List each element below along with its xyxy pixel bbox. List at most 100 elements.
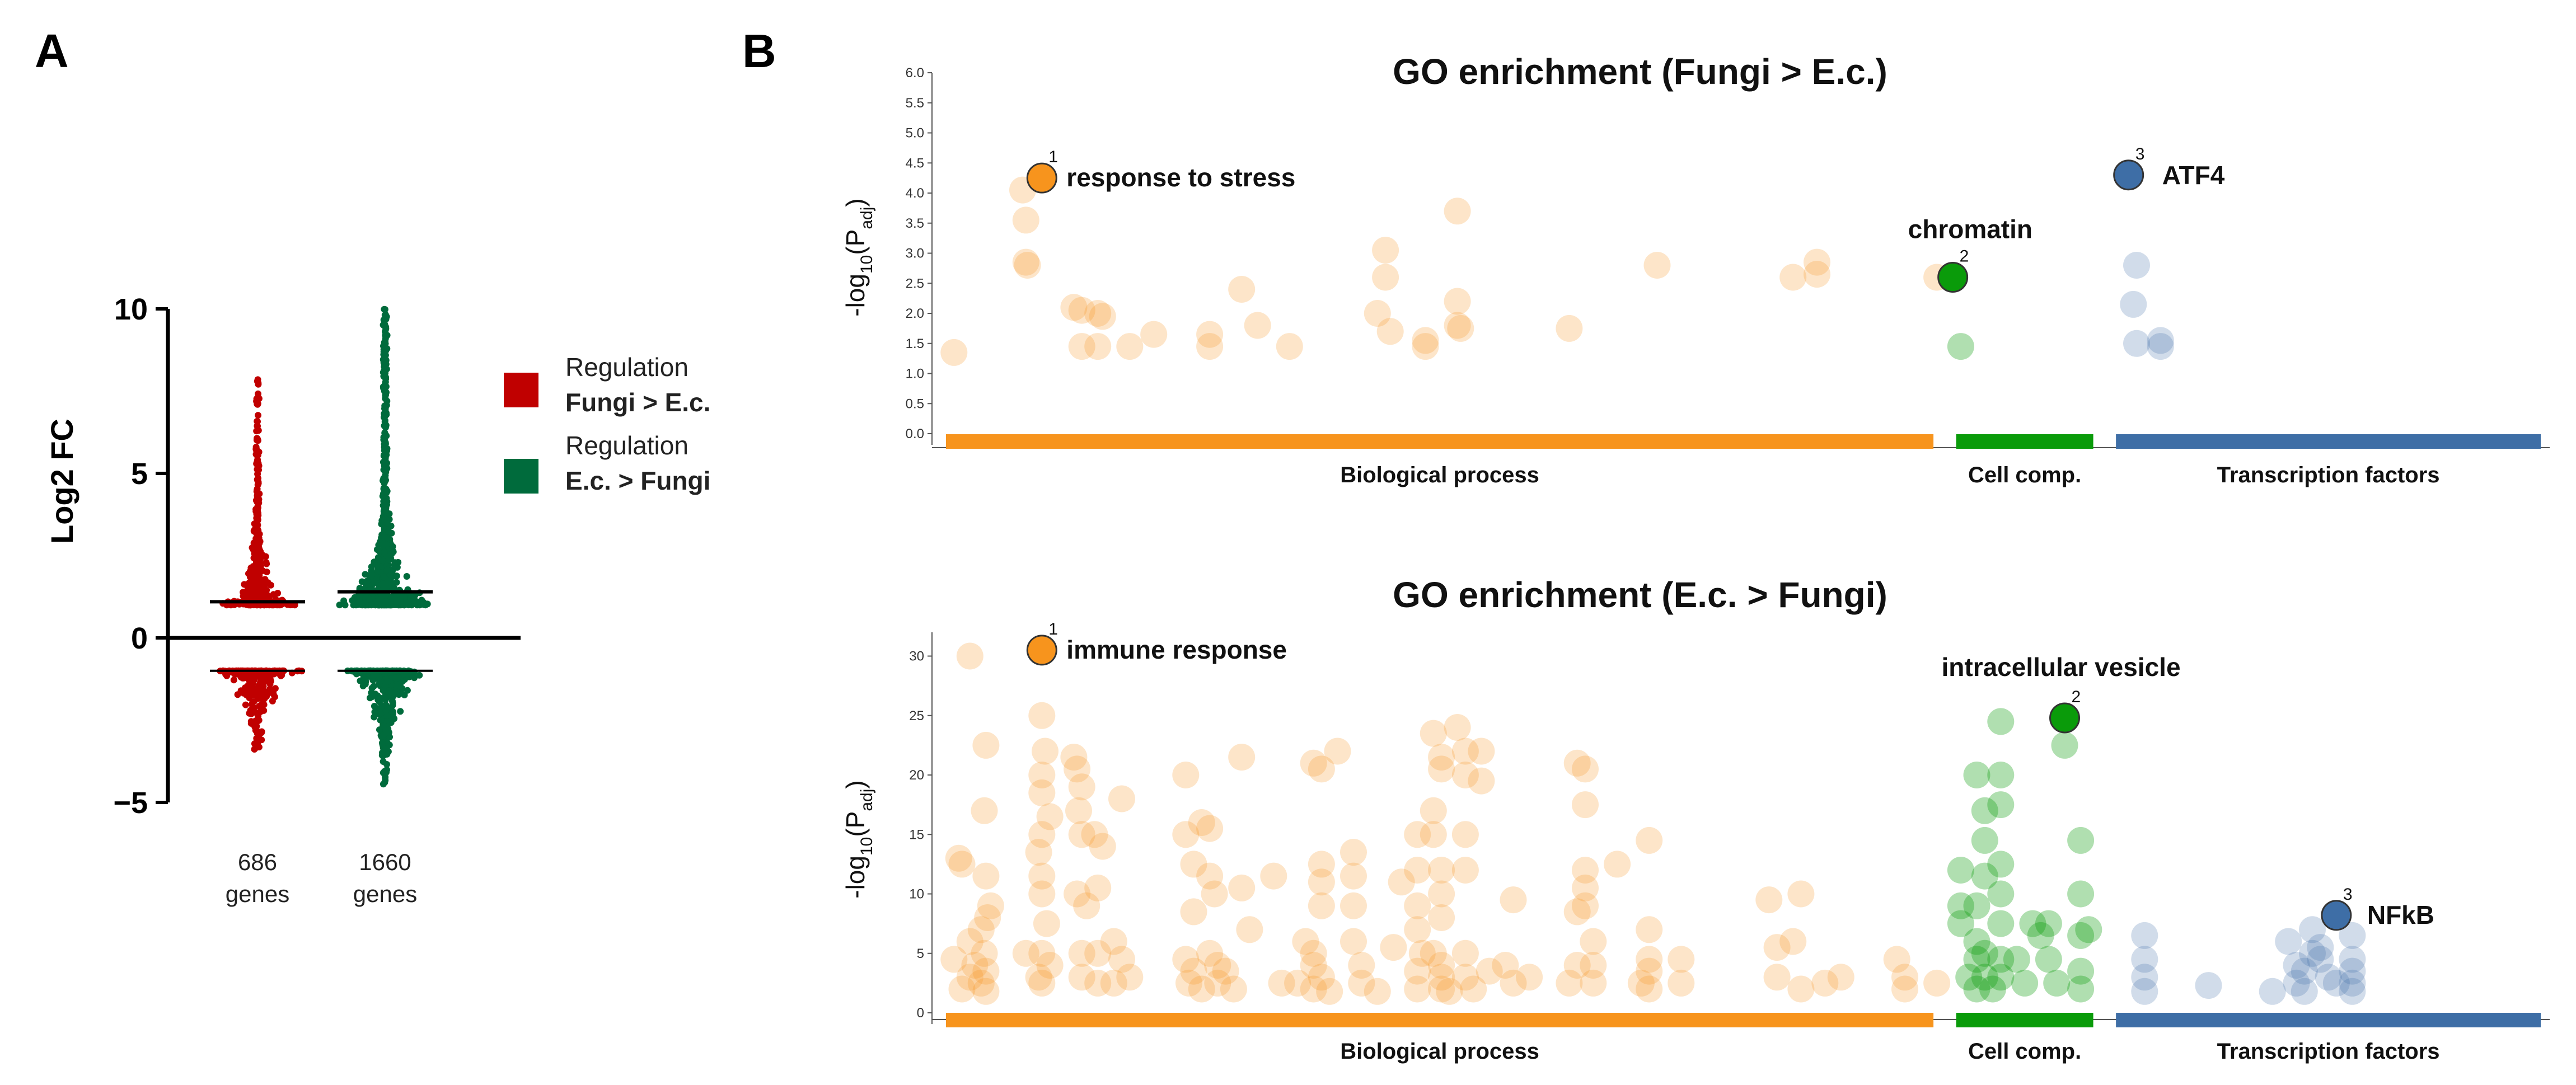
go-term-point [1068,821,1095,848]
panel-a-point [253,685,260,692]
go-term-point [945,844,972,872]
panel-a-point [349,597,356,604]
highlight-point [1937,262,1969,293]
panel-a-point [380,758,387,765]
go-term-point [1447,314,1474,342]
panel-a-point [370,672,377,679]
go-term-point [1084,874,1112,901]
go-term-point [2067,975,2095,1003]
go-term-point [1404,857,1431,884]
go-term-point [1100,969,1127,997]
panel-a-point [254,436,261,444]
go-term-point [1308,755,1335,783]
category-label: Biological process [1340,463,1539,487]
go-term-point [2299,940,2326,967]
highlight-rank: 1 [1048,620,1058,638]
go-term-point [1036,803,1064,830]
go-term-point [1444,312,1471,339]
panel-a-point [372,691,379,698]
go-term-point [1244,312,1271,339]
category-label: Biological process [1340,1039,1539,1064]
panel-a-y-tick-label: −5 [113,786,148,820]
panel-a-point [381,417,388,424]
panel-a-point [379,732,386,740]
highlight-point [2049,702,2080,734]
highlight-point [1026,635,1057,666]
go-term-point [1516,964,1543,991]
panel-a-point [379,580,386,588]
panel-a-point [383,712,391,719]
go-term-point [2035,910,2062,937]
go-term-point [2339,978,2366,1005]
panel-a-point [254,471,261,478]
go-term-point [1196,940,1224,967]
go-term-point [1175,969,1202,997]
go-term-point [1420,821,1447,848]
panel-a-point [255,412,261,419]
go-term-point [1188,809,1215,836]
panel-a-point [379,739,386,746]
panel-a-point [259,552,266,559]
go-term-point [1580,928,1607,955]
go-term-point [1228,276,1256,303]
go-term-point [1987,708,2015,735]
go-term-point [940,946,968,973]
go-term-point [2011,969,2039,997]
go-term-point [1451,964,1479,991]
panel-a-medians [210,590,433,672]
go-term-point [967,969,995,997]
panel-a-point [381,430,388,437]
go-term-point [1404,821,1431,848]
go-term-point [2019,910,2046,937]
go-term-point [1340,839,1367,866]
highlight-rank: 3 [2343,885,2353,904]
go-top-highlights: 1 response to stress 2 chromatin 3 ATF4 [1026,145,2225,293]
go-term-point [2291,957,2318,985]
go-enrichment-fungi-plot: GO enrichment (Fungi > E.c.) 0.0 0.5 1.0 1.… [841,51,2550,487]
panel-a-point [249,708,256,716]
go-term-point [2195,972,2222,999]
go-term-point [1084,940,1112,967]
go-term-point [1065,797,1092,824]
go-term-point [1955,964,1983,991]
go-term-point [1572,755,1599,783]
go-term-point [1316,978,1343,1005]
go-term-point [1012,206,1039,234]
legend-swatch-fungi [504,373,538,407]
panel-a-point [250,588,257,595]
go-term-point [2123,252,2150,279]
panel-a-point [261,584,268,591]
go-term-point [1028,762,1056,788]
category-bar [946,1013,1934,1027]
legend-line2-ec: E.c. > Fungi [565,466,710,495]
panel-a-point [255,536,261,543]
go-term-point [1963,946,1990,973]
panel-a-legend: Regulation Fungi > E.c. Regulation E.c. … [504,353,710,495]
go-term-point [1563,749,1591,777]
panel-a-point [382,391,389,398]
panel-a-point [382,326,390,333]
go-term-point [1563,898,1591,926]
go-enrichment-ec-plot: GO enrichment (E.c. > Fungi) 0 5 10 15 20 25 3… [841,575,2550,1064]
go-term-point [1228,874,1256,901]
panel-a-point [389,699,396,707]
go-bottom-points [940,642,2366,1005]
go-term-point [1636,916,1663,943]
go-term-point [1068,773,1095,801]
go-term-point [956,642,983,670]
go-term-point [1033,910,1060,937]
go-term-point [1428,975,1455,1003]
highlight-label: intracellular vesicle [1942,652,2181,682]
go-term-point [1340,892,1367,919]
panel-a-point [407,594,414,602]
panel-a-point [382,696,389,703]
go-term-point [1196,862,1224,890]
go-term-point [1308,851,1335,878]
go-term-point [1891,964,1918,991]
go-term-point [2299,916,2326,943]
go-term-point [2259,978,2286,1005]
panel-a-point [382,486,390,493]
go-term-point [1572,892,1599,919]
panel-a-point [254,401,261,408]
